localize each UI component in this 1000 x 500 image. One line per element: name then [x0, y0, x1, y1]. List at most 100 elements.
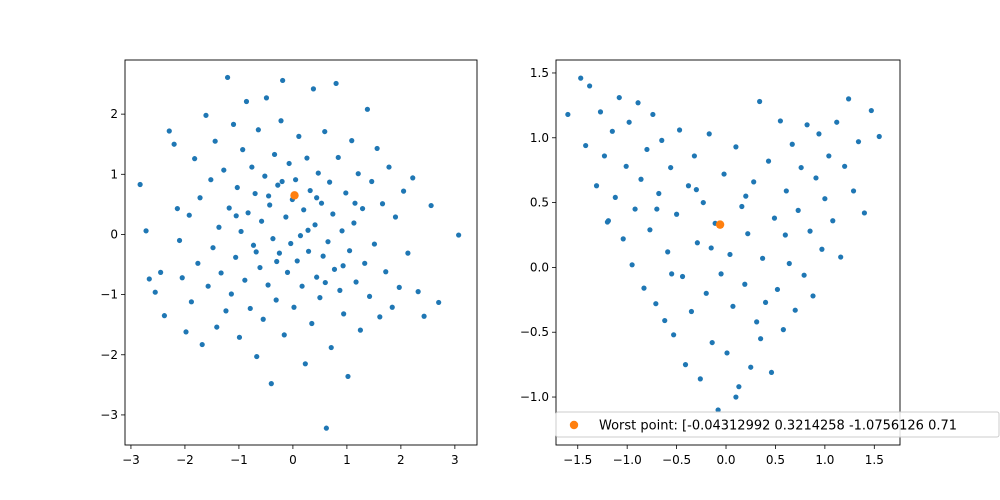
data-point [795, 207, 801, 213]
data-point [297, 233, 304, 239]
data-point [281, 332, 287, 338]
y-tick-label: −1.0 [520, 390, 549, 404]
data-point [221, 167, 227, 173]
data-point [669, 271, 675, 277]
data-point [760, 255, 766, 261]
legend-label: Worst point: [-0.04312992 0.3214258 -1.0… [599, 419, 957, 434]
data-point [742, 281, 748, 287]
data-point [421, 313, 427, 319]
data-point [315, 170, 321, 176]
data-point [647, 227, 653, 233]
x-tick-label: 1.5 [865, 453, 884, 467]
x-tick-label: 3 [451, 453, 459, 467]
data-point [801, 272, 807, 278]
data-point [374, 145, 380, 152]
data-point [685, 183, 692, 189]
x-tick-label: 0.5 [766, 453, 785, 467]
data-point [822, 196, 828, 202]
data-point [774, 286, 781, 293]
data-point [278, 118, 284, 124]
data-point [212, 138, 218, 144]
data-point [197, 195, 203, 201]
data-point [626, 119, 632, 125]
legend-box [555, 411, 1000, 438]
data-point [693, 187, 699, 193]
data-point [293, 177, 299, 183]
data-point [733, 144, 739, 150]
x-tick-label: −1.0 [613, 453, 642, 467]
data-point [757, 98, 763, 105]
data-point [307, 187, 313, 194]
data-point [340, 263, 346, 269]
data-point [280, 77, 286, 84]
data-point [392, 214, 399, 220]
data-point [186, 212, 192, 218]
x-tick-label: −2 [176, 453, 194, 467]
data-point [736, 384, 742, 390]
data-point [271, 151, 278, 158]
data-point [284, 269, 291, 275]
data-point [328, 344, 334, 351]
data-point [331, 266, 338, 272]
data-point [253, 249, 259, 255]
data-point [715, 407, 721, 413]
data-point [286, 160, 292, 167]
data-point [252, 190, 258, 197]
data-point [609, 128, 615, 134]
data-point [668, 164, 674, 171]
data-point [288, 240, 294, 247]
y-tick-label: −1 [100, 288, 118, 302]
data-point [396, 284, 402, 290]
data-point [691, 153, 697, 159]
x-tick-label: 1 [343, 453, 351, 467]
data-point [804, 122, 810, 128]
axes-frame [124, 59, 478, 446]
data-point [250, 242, 257, 248]
data-point [724, 350, 730, 356]
data-point [357, 327, 363, 333]
data-point [620, 236, 626, 242]
data-point [410, 175, 416, 181]
data-point [641, 285, 647, 291]
data-point [838, 254, 844, 260]
y-tick-label: 0.5 [530, 196, 549, 210]
data-point [353, 279, 359, 285]
data-point [400, 188, 407, 194]
data-point [223, 308, 229, 314]
data-point [650, 111, 656, 118]
data-point [748, 364, 754, 370]
axes-frame [555, 59, 901, 446]
scatter-plot-right: −1.5 −1.0 −0.5 0.0 0.5 1.0 1.5 −1.0 −0.5 0.0 0.5 1.… [520, 59, 1000, 467]
data-point [730, 303, 736, 309]
data-point [205, 283, 211, 289]
data-point [179, 275, 185, 281]
data-point [174, 205, 180, 212]
data-point [654, 206, 660, 212]
data-point [682, 362, 689, 368]
data-point [868, 107, 874, 114]
data-point [322, 279, 328, 286]
data-point [301, 207, 307, 213]
data-point [754, 319, 760, 325]
data-point [263, 95, 270, 101]
data-point [386, 164, 392, 170]
data-point [291, 304, 297, 310]
data-point [834, 119, 840, 125]
data-point [339, 228, 345, 234]
data-point [700, 199, 706, 206]
data-point [665, 249, 671, 255]
data-point [629, 262, 635, 268]
data-point [842, 163, 848, 169]
data-point [327, 179, 333, 185]
data-point [161, 313, 168, 319]
data-point [578, 75, 584, 81]
data-point [632, 206, 638, 212]
data-point [676, 127, 683, 133]
data-point [265, 282, 271, 288]
data-point [587, 83, 593, 89]
data-point [257, 264, 263, 271]
legend: Worst point: [-0.04312992 0.3214258 -1.0… [555, 411, 1000, 438]
data-point [233, 254, 239, 260]
data-point [768, 369, 775, 376]
data-point [807, 228, 813, 234]
